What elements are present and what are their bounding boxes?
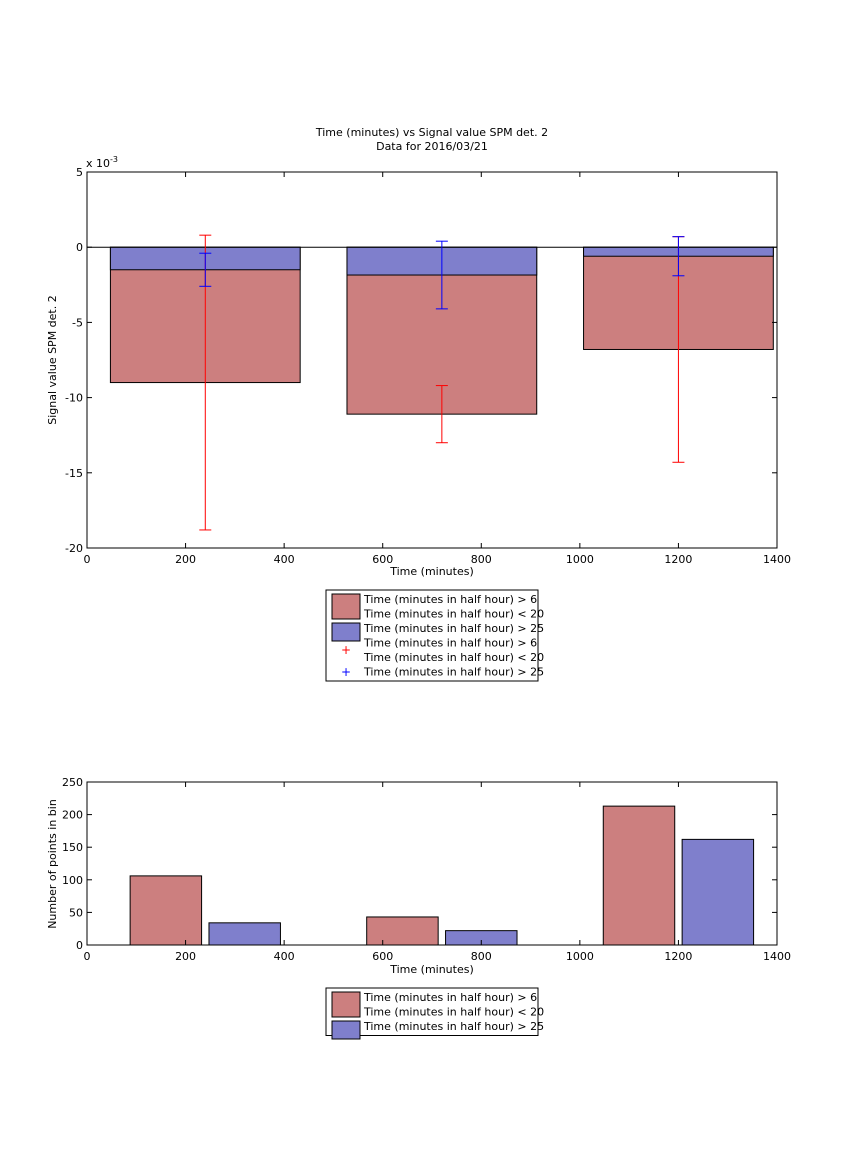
x-tick-label: 600 bbox=[372, 950, 393, 963]
x-tick-label: 800 bbox=[471, 950, 492, 963]
error-bar-series-2 bbox=[199, 252, 212, 287]
x-tick-label: 0 bbox=[84, 553, 91, 566]
legend-entry: + Time (minutes in half hour) > 25 bbox=[341, 665, 544, 679]
exponent-power: -3 bbox=[110, 155, 118, 164]
legend-box bbox=[325, 987, 539, 1036]
x-tick-label: 1200 bbox=[664, 553, 692, 566]
y-tick-label: -10 bbox=[65, 392, 83, 405]
error-bar-series-1 bbox=[435, 385, 448, 444]
legend-label: Time (minutes in half hour) > 25 bbox=[363, 666, 544, 679]
legend-box bbox=[325, 589, 539, 682]
legend-entry: Time (minutes in half hour) > 6 Time (min… bbox=[331, 991, 544, 1019]
legend-label: Time (minutes in half hour) < 20 bbox=[363, 651, 544, 664]
signal-chart: Time (minutes) vs Signal value SPM det. … bbox=[46, 126, 791, 682]
bar-series-1 bbox=[602, 805, 676, 946]
bar-series-1 bbox=[129, 875, 203, 946]
legend-label: Time (minutes in half hour) < 20 bbox=[363, 1006, 544, 1019]
legend-label: Time (minutes in half hour) < 20 bbox=[363, 608, 544, 621]
y-tick-label: 50 bbox=[69, 906, 83, 919]
legend: Time (minutes in half hour) > 6 Time (min… bbox=[325, 987, 544, 1040]
x-tick-label: 1000 bbox=[566, 553, 594, 566]
chart-subtitle: Data for 2016/03/21 bbox=[376, 140, 488, 153]
legend-label: Time (minutes in half hour) > 25 bbox=[363, 622, 544, 635]
x-tick-label: 1200 bbox=[664, 950, 692, 963]
x-tick-label: 1000 bbox=[566, 950, 594, 963]
chart-title: Time (minutes) vs Signal value SPM det. … bbox=[315, 126, 548, 139]
y-tick-label: 150 bbox=[62, 841, 83, 854]
legend-label: Time (minutes in half hour) > 6 bbox=[363, 593, 537, 606]
x-tick-label: 600 bbox=[372, 553, 393, 566]
bar-series-2 bbox=[681, 838, 755, 946]
error-bar-series-2 bbox=[672, 236, 685, 277]
legend-swatch bbox=[331, 622, 361, 642]
x-tick-label: 0 bbox=[84, 950, 91, 963]
x-tick-label: 400 bbox=[274, 553, 295, 566]
y-tick-label: 100 bbox=[62, 874, 83, 887]
legend-marker: + bbox=[341, 643, 351, 657]
x-tick-label: 1400 bbox=[763, 553, 791, 566]
legend-entry: Time (minutes in half hour) > 6 Time (min… bbox=[331, 593, 544, 621]
x-tick-label: 400 bbox=[274, 950, 295, 963]
bar-series-1 bbox=[366, 916, 439, 946]
legend-swatch bbox=[331, 1020, 361, 1040]
bar-series-2 bbox=[208, 922, 281, 946]
legend-swatch bbox=[331, 991, 361, 1018]
plot-frame bbox=[86, 781, 778, 946]
legend-entry: Time (minutes in half hour) > 25 bbox=[331, 622, 544, 642]
y-tick-label: -15 bbox=[65, 467, 83, 480]
y-axis-label: Signal value SPM det. 2 bbox=[46, 295, 59, 425]
x-axis-label: Time (minutes) bbox=[389, 565, 474, 578]
y-tick-label: 5 bbox=[76, 166, 83, 179]
x-tick-label: 200 bbox=[175, 553, 196, 566]
exponent-label: x 10-3 bbox=[86, 155, 118, 170]
count-chart: 0 200 400 600 800 1000 1200 1400 0 50 100 150 200 250… bbox=[46, 776, 791, 1040]
legend-entry: Time (minutes in half hour) > 25 bbox=[331, 1020, 544, 1040]
legend-label: Time (minutes in half hour) > 25 bbox=[363, 1020, 544, 1033]
x-axis-label: Time (minutes) bbox=[389, 963, 474, 976]
x-tick-label: 200 bbox=[175, 950, 196, 963]
legend-label: Time (minutes in half hour) > 6 bbox=[363, 637, 537, 650]
error-bar-series-2 bbox=[435, 240, 448, 310]
y-tick-label: 250 bbox=[62, 776, 83, 789]
x-tick-label: 1400 bbox=[763, 950, 791, 963]
x-tick-label: 800 bbox=[471, 553, 492, 566]
legend-label: Time (minutes in half hour) > 6 bbox=[363, 991, 537, 1004]
y-tick-label: -5 bbox=[72, 316, 83, 329]
y-tick-label: 0 bbox=[76, 241, 83, 254]
y-tick-label: 200 bbox=[62, 809, 83, 822]
y-axis-label: Number of points in bin bbox=[46, 799, 59, 929]
y-tick-label: 0 bbox=[76, 939, 83, 952]
legend-marker: + bbox=[341, 665, 351, 679]
y-tick-label: -20 bbox=[65, 542, 83, 555]
exponent-base: x 10 bbox=[86, 157, 110, 170]
plot-frame bbox=[86, 171, 778, 549]
legend-swatch bbox=[331, 593, 361, 620]
